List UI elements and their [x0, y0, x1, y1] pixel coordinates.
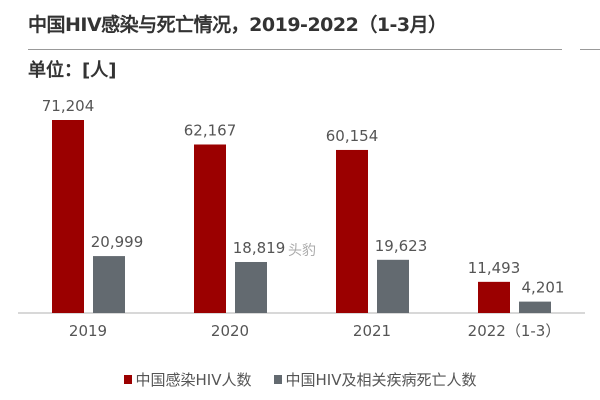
data-label: 19,623: [375, 237, 428, 255]
legend-swatch: [123, 375, 132, 384]
data-label: 4,201: [522, 279, 565, 297]
bar-infections-0: [52, 120, 84, 313]
bar-infections-3: [478, 281, 510, 313]
legend-label: 中国感染HIV人数: [135, 371, 252, 389]
bar-deaths-0: [93, 256, 125, 313]
x-tick-label: 2019: [69, 322, 107, 340]
x-tick-label: 2020: [211, 322, 249, 340]
data-label: 71,204: [42, 97, 95, 115]
bar-deaths-1: [235, 261, 267, 313]
title-divider: [28, 49, 562, 50]
bar-deaths-2: [377, 259, 409, 313]
data-label: 20,999: [91, 233, 144, 251]
data-label: 60,154: [326, 127, 379, 145]
bar-infections-2: [336, 149, 368, 313]
legend-swatch: [273, 375, 282, 384]
x-tick-label: 2022（1-3）: [468, 322, 561, 340]
bar-infections-1: [194, 144, 226, 313]
chart-title: 中国HIV感染与死亡情况，2019-2022（1-3月）: [28, 14, 447, 36]
bar-deaths-3: [519, 301, 551, 313]
legend: 中国感染HIV人数 中国HIV及相关疾病死亡人数: [0, 369, 600, 390]
data-label: 11,493: [468, 259, 521, 277]
legend-item-infections: 中国感染HIV人数: [123, 369, 252, 390]
watermark-logo: 头豹: [288, 243, 316, 259]
data-label: 62,167: [184, 121, 237, 139]
title-divider-right: [580, 49, 600, 50]
x-tick-label: 2021: [353, 322, 391, 340]
legend-item-deaths: 中国HIV及相关疾病死亡人数: [273, 369, 477, 390]
legend-label: 中国HIV及相关疾病死亡人数: [285, 371, 477, 389]
data-label: 18,819: [233, 239, 286, 257]
unit-label: 单位：[人]: [28, 60, 117, 81]
